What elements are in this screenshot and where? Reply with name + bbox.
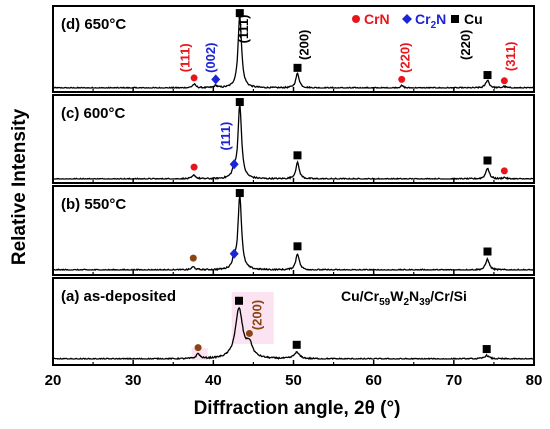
cr2n-peak-marker [229,248,239,259]
legend-cr2n-marker [402,14,412,24]
axes-layer: 20 30 40 50 60 70 80 [45,5,543,389]
markers-layer [189,9,508,354]
peak-hkl-label: (111) [177,43,192,72]
panel-label: (c) 600°C [61,105,126,122]
x-tick-label: 30 [125,372,142,389]
cu-peak-marker [293,63,302,72]
legend-cr2n-sub: 2 [431,20,437,31]
x-axis-title: Diffraction angle, 2θ (°) [194,398,401,419]
x-tick-label: 70 [445,372,462,389]
legend-crn-marker [352,15,360,23]
cu-peak-marker [483,71,492,80]
peak-hkl-label: (200) [297,30,312,60]
peak-hkl-label: (200) [249,300,264,330]
crn-peak-marker [194,344,202,352]
spectrum-line [52,306,535,361]
legend-cr2n-main: Cr [415,11,431,27]
cu-peak-marker [293,242,302,251]
crn-peak-marker [190,74,198,82]
peak-hkl-label: (002) [203,43,218,73]
sample-sub-3: 39 [419,297,431,308]
legend-crn-label: CrN [364,11,390,27]
sample-el-3: N [409,288,419,304]
cu-peak-marker [235,98,244,107]
panel-label: (d) 650°C [61,16,126,33]
cu-peak-marker [293,151,302,160]
x-tick-label: 60 [365,372,382,389]
x-tick-label: 80 [526,372,543,389]
sample-sub-1: 59 [379,297,391,308]
legend-cu-label: Cu [464,11,483,27]
sample-label: Cu/Cr59W2N39/Cr/Si [341,288,467,308]
peak-hkl-label: (220) [398,43,413,73]
y-axis-title: Relative Intensity [9,108,30,265]
panels-layer: (d) 650°C (c) 600°C (b) 550°C (a) as-deposi… [52,16,535,361]
cu-peak-marker [235,189,244,198]
crn-peak-marker [398,75,406,83]
crn-peak-marker [190,163,198,171]
x-tick-label: 40 [205,372,222,389]
legend: CrN Cr2N Cu [352,11,483,31]
legend-cu-marker [451,15,459,23]
crn-peak-marker [500,167,508,175]
x-tick-label: 20 [45,372,62,389]
peak-hkl-label: (111) [236,14,251,43]
cu-peak-marker [482,345,491,354]
crn-peak-marker [245,329,253,337]
cr2n-peak-marker [211,74,221,85]
cu-peak-marker [483,247,492,256]
cu-peak-marker [235,9,244,18]
legend-cr2n-label: Cr2N [415,11,446,31]
sample-prefix: Cu/Cr [341,288,380,304]
panel-label: (b) 550°C [61,196,126,213]
peak-hkl-label: (311) [503,41,518,71]
x-tick-label: 50 [285,372,302,389]
legend-cr2n-tail: N [436,11,446,27]
peak-hkl-label: (220) [458,30,473,60]
crn-peak-marker [500,77,508,85]
sample-el-2: W [390,288,404,304]
sample-sub-2: 2 [403,297,409,308]
peak-hkl-label: (111) [218,122,233,151]
annotations-layer: (111) (002) (111) (200) (220) (220) (311) (111)… [177,14,517,330]
sample-suffix: /Cr/Si [430,288,467,304]
panel-label: (a) as-deposited [61,288,176,305]
cu-peak-marker [292,340,301,349]
cu-peak-marker [483,156,492,165]
crn-peak-marker [189,254,197,262]
cu-peak-marker [234,296,243,305]
cr2n-peak-marker [229,159,239,170]
